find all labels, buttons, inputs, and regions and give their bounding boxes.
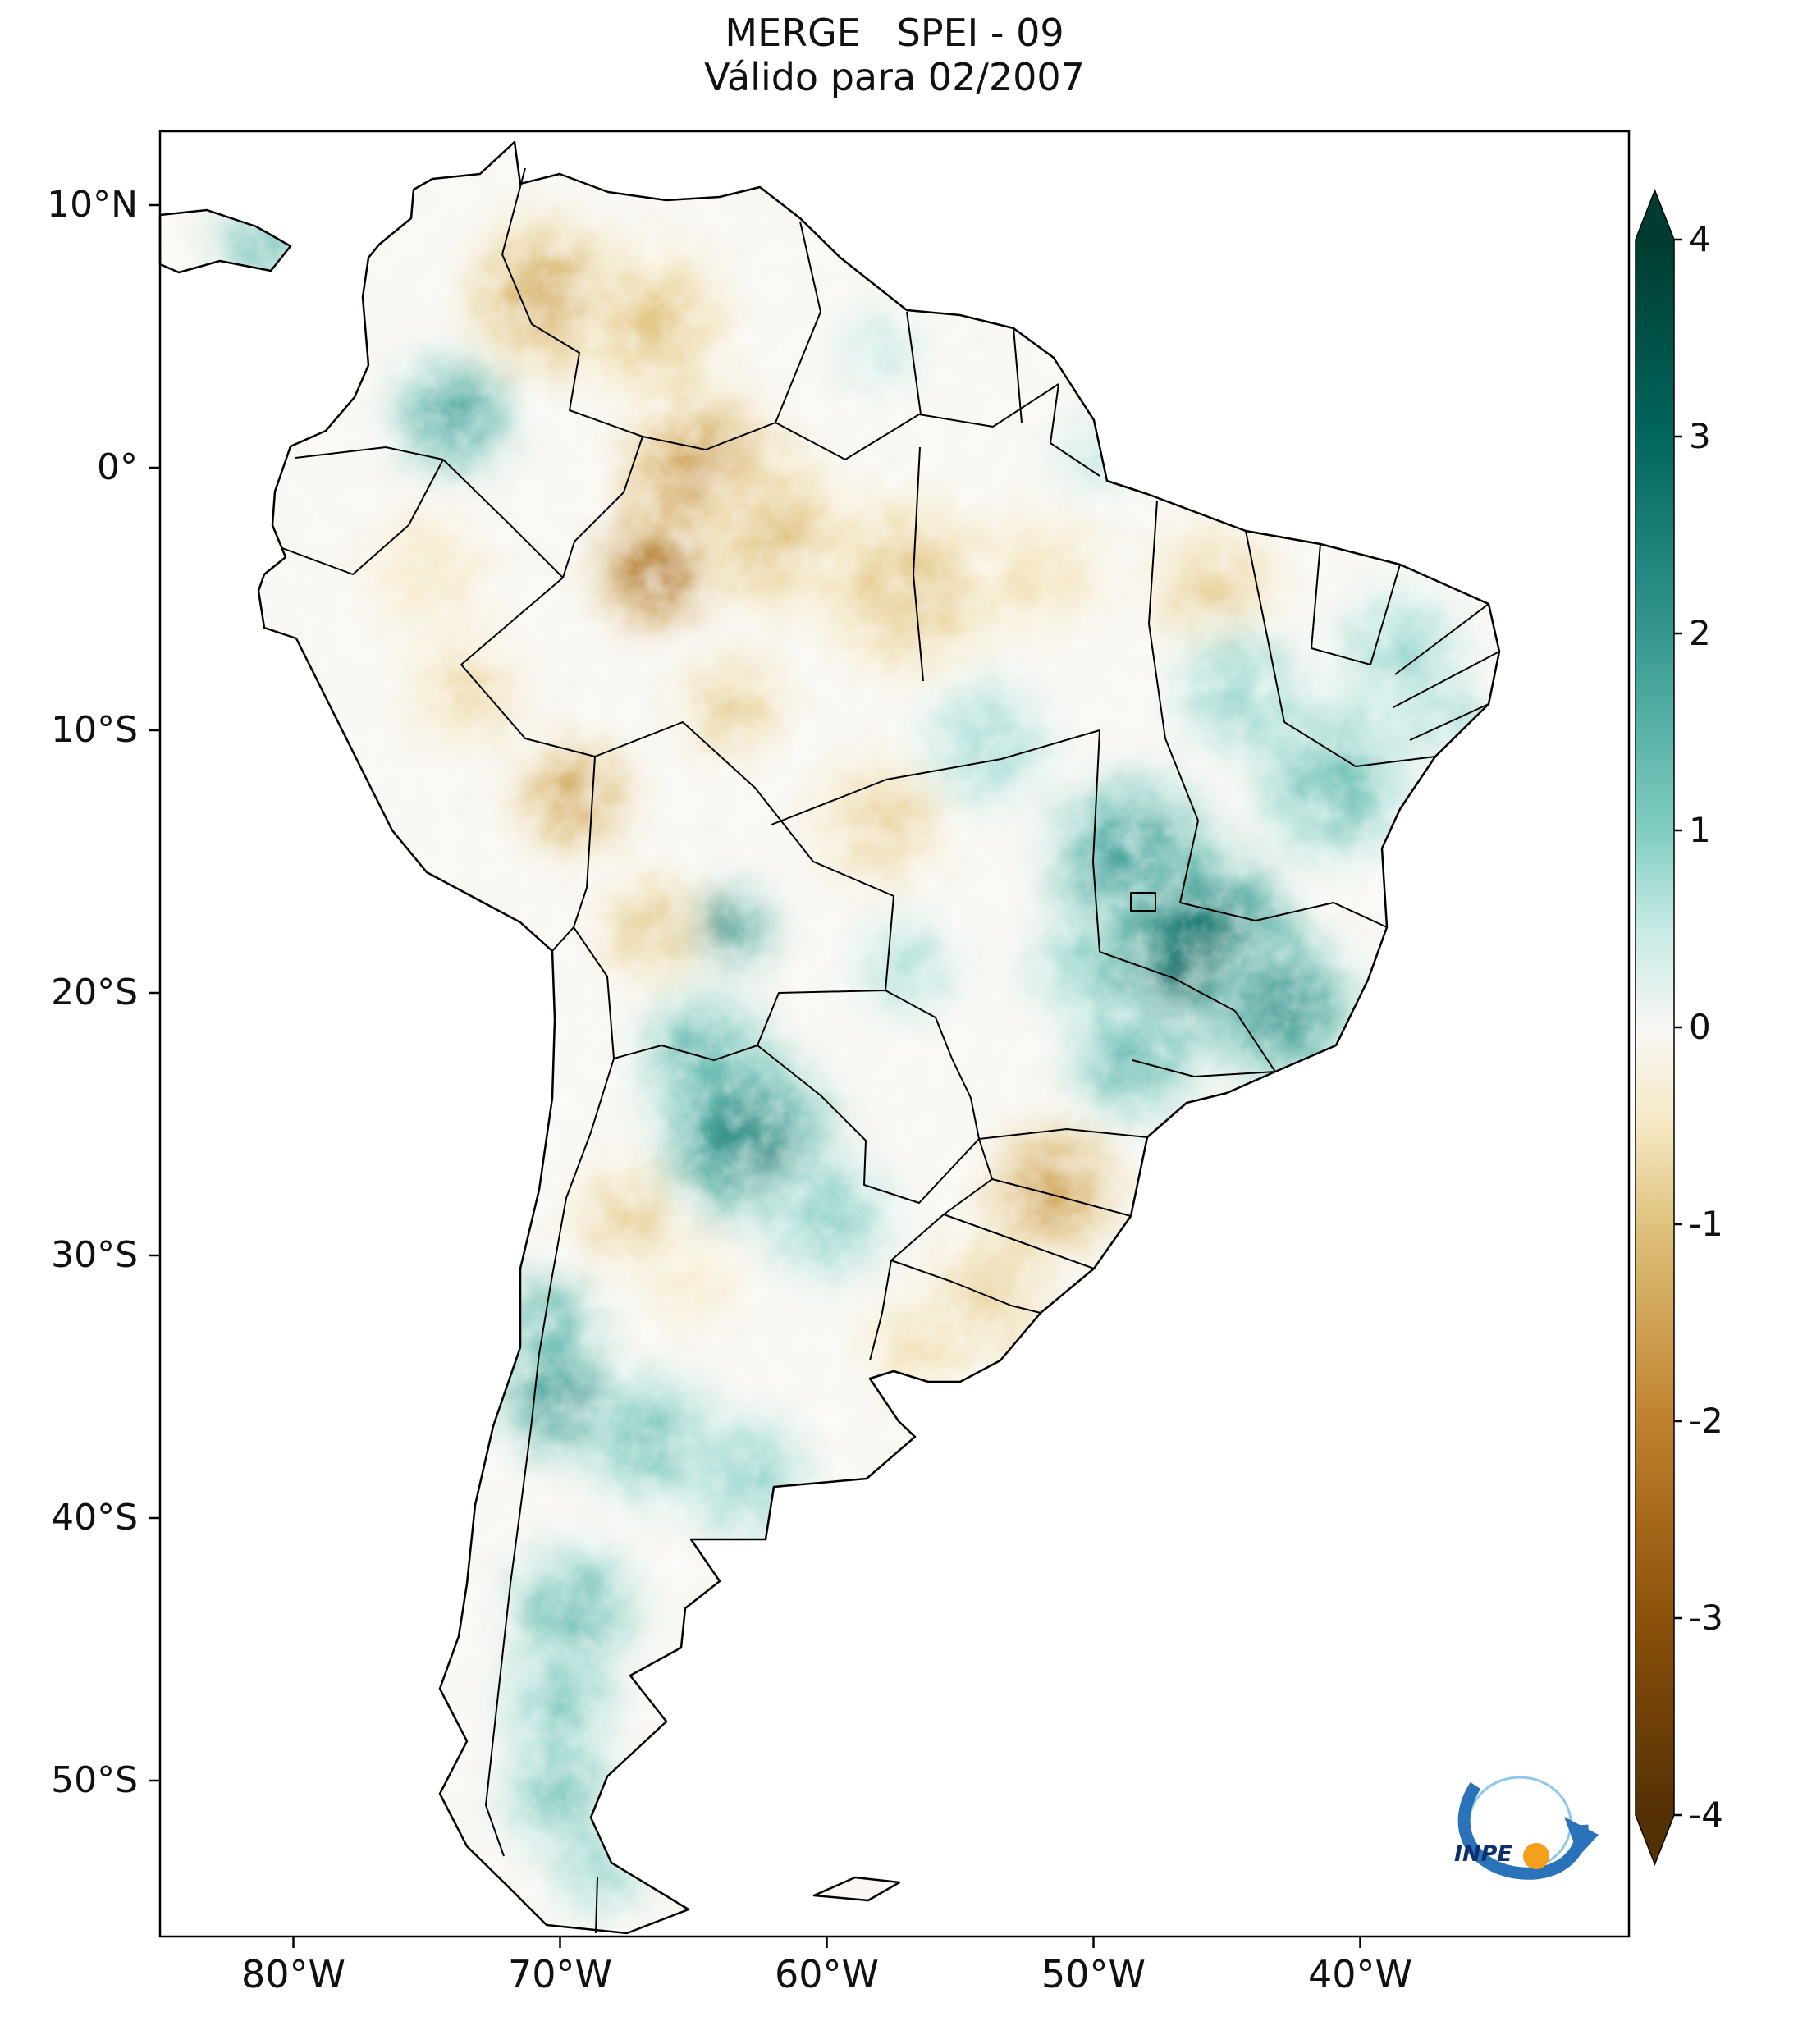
spei-map-figure: INPE MERGE SPEI - 09 Válido para 02/2007… <box>0 0 1798 2044</box>
colorbar-bar <box>1636 190 1674 1864</box>
map-canvas: INPE <box>0 0 1798 2044</box>
inpe-logo-globe-dot <box>1523 1843 1549 1869</box>
colorbar <box>1636 190 1682 1864</box>
colorbar-tick-marks <box>1674 240 1682 1815</box>
inpe-logo-text: INPE <box>1454 1841 1512 1867</box>
